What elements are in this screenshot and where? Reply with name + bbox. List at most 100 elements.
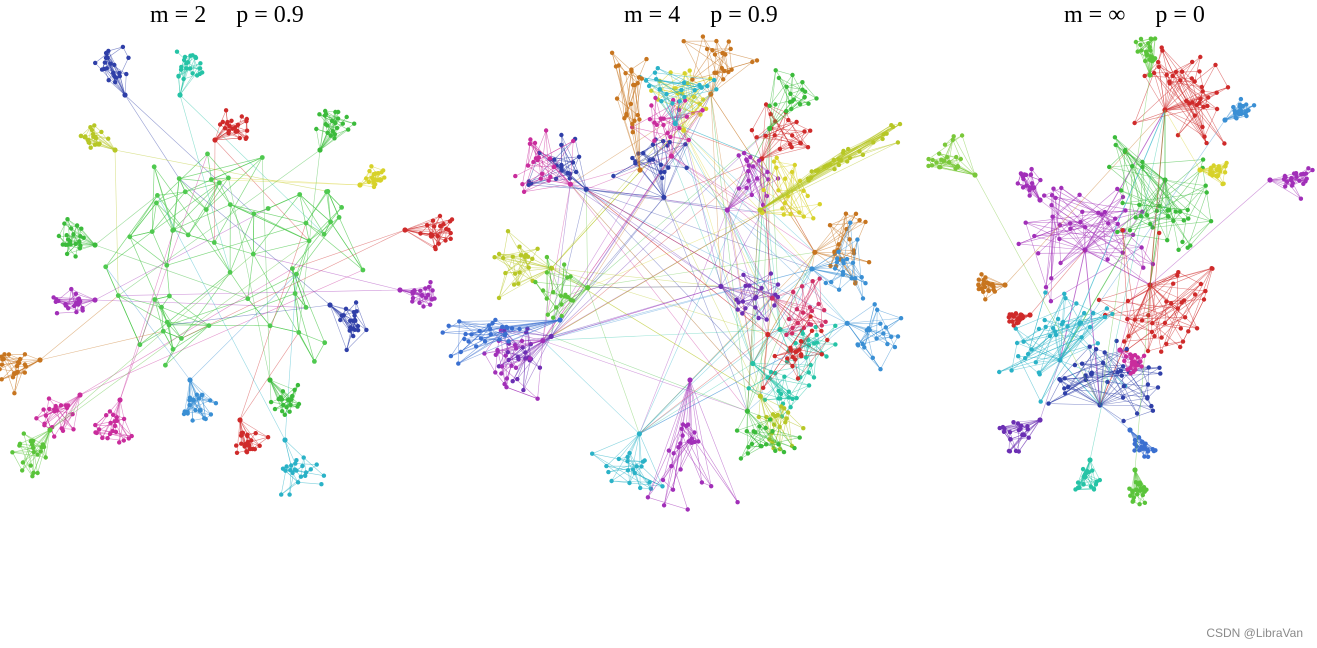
network-edge: [294, 293, 307, 308]
network-edge: [512, 256, 533, 282]
network-edge: [611, 470, 629, 482]
network-node: [482, 339, 488, 344]
network-edge: [495, 372, 505, 385]
network-node: [1176, 247, 1181, 252]
network-edge: [105, 231, 153, 268]
network-edge: [727, 209, 763, 213]
network-edge: [547, 287, 588, 315]
network-node: [1082, 310, 1087, 316]
network-node: [1201, 104, 1206, 110]
network-edge: [639, 433, 641, 488]
network-node: [881, 331, 886, 336]
network-node: [801, 426, 806, 431]
network-node: [757, 207, 763, 213]
network-node: [354, 309, 359, 314]
network-edge: [866, 330, 874, 358]
network-edge: [525, 336, 552, 359]
network-edge: [1152, 302, 1182, 324]
network-node: [754, 135, 759, 140]
network-node: [1180, 239, 1185, 245]
network-edge: [738, 155, 749, 181]
network-edge: [1177, 64, 1216, 136]
network-edge: [671, 155, 813, 270]
network-node: [672, 120, 678, 127]
network-node: [397, 287, 403, 293]
network-edge: [804, 91, 817, 99]
network-node: [767, 125, 773, 132]
network-edge: [786, 86, 803, 90]
network-edge: [625, 58, 647, 74]
network-node: [1299, 172, 1304, 177]
network-node: [668, 134, 673, 140]
network-edge: [660, 144, 686, 173]
network-node: [637, 167, 643, 173]
network-edge: [229, 204, 254, 255]
network-edge: [639, 268, 813, 435]
network-edge: [632, 126, 689, 141]
network-edge: [1149, 179, 1271, 286]
network-node: [540, 338, 546, 344]
network-node: [794, 395, 799, 401]
network-edge: [119, 399, 125, 419]
network-edge: [435, 232, 451, 250]
network-edge: [661, 89, 682, 102]
network-edge: [751, 178, 758, 195]
network-node: [650, 142, 656, 147]
network-node: [1055, 316, 1061, 322]
network-node: [736, 300, 741, 305]
network-edge: [1116, 340, 1118, 373]
network-node: [478, 336, 484, 341]
network-node: [795, 320, 800, 326]
network-node: [190, 418, 195, 423]
network-edge: [800, 130, 811, 143]
network-node: [486, 323, 492, 328]
network-node: [35, 470, 40, 476]
network-edge: [1178, 220, 1212, 251]
network-edge: [670, 72, 711, 79]
network-node: [780, 206, 785, 211]
network-edge: [185, 182, 220, 193]
network-node: [930, 157, 935, 163]
network-node: [1147, 72, 1153, 78]
network-node: [1177, 209, 1183, 214]
network-edge: [779, 329, 789, 352]
network-edge: [746, 178, 758, 189]
network-edge: [1039, 359, 1061, 375]
network-edge: [187, 209, 207, 236]
network-edge: [570, 183, 728, 211]
network-node: [159, 304, 164, 310]
network-node: [487, 327, 493, 332]
network-node: [926, 163, 931, 169]
network-edge: [672, 100, 680, 129]
network-edge: [1099, 74, 1151, 406]
network-node: [788, 142, 793, 147]
network-edge: [512, 256, 516, 274]
network-edge: [762, 316, 811, 388]
network-node: [112, 147, 118, 153]
network-node: [892, 344, 898, 350]
network-edge: [22, 446, 42, 463]
network-node: [827, 223, 833, 228]
network-edge: [551, 286, 721, 337]
network-node: [972, 172, 978, 178]
network-node: [546, 178, 551, 183]
network-node: [493, 352, 498, 357]
network-node: [443, 238, 448, 243]
network-edge: [181, 272, 231, 339]
network-node: [840, 150, 846, 155]
network-edge: [14, 364, 26, 394]
network-node: [505, 325, 510, 331]
network-node: [1043, 285, 1049, 290]
network-edge: [228, 177, 361, 186]
network-edge: [207, 153, 212, 180]
network-node: [30, 442, 35, 447]
network-edge: [114, 149, 119, 296]
network-edge: [542, 268, 812, 341]
network-node: [317, 147, 323, 153]
network-edge: [745, 273, 772, 309]
network-node: [1133, 215, 1138, 220]
network-node: [203, 207, 209, 212]
network-node: [718, 283, 724, 289]
network-edge: [1061, 187, 1109, 224]
